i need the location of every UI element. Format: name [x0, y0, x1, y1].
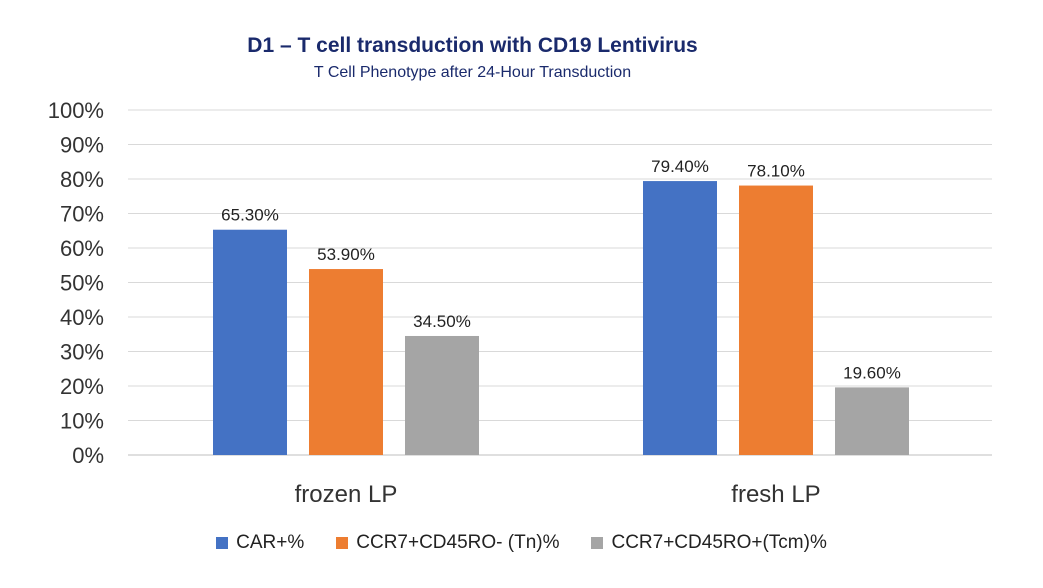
data-label: 19.60% [843, 363, 901, 382]
bar [835, 387, 909, 455]
y-tick-label: 0% [72, 443, 104, 468]
legend-item-car: CAR+% [216, 532, 304, 554]
y-axis: 0% 10% 20% 30% 40% 50% 60% 70% 80% 90% 100% [48, 98, 104, 468]
legend-swatch-car [216, 537, 229, 549]
y-tick-label: 60% [60, 236, 104, 261]
legend: CAR+% CCR7+CD45RO- (Tn)% CCR7+CD45RO+(Tc… [0, 532, 1043, 554]
data-labels: 65.30% 53.90% 34.50% 79.40% 78.10% 19.60% [221, 157, 901, 382]
x-tick-label: frozen LP [295, 481, 398, 508]
legend-label-car: CAR+% [236, 532, 305, 553]
y-tick-label: 40% [60, 305, 104, 330]
data-label: 79.40% [651, 157, 709, 176]
y-tick-label: 90% [60, 133, 104, 158]
y-tick-label: 100% [48, 98, 104, 123]
data-label: 34.50% [413, 312, 471, 331]
legend-label-tn: CCR7+CD45RO- (Tn)% [356, 532, 560, 553]
y-tick-label: 70% [60, 202, 104, 227]
x-tick-label: fresh LP [731, 481, 820, 508]
legend-swatch-tn [336, 537, 349, 549]
data-label: 53.90% [317, 245, 375, 264]
legend-swatch-tcm [591, 537, 604, 549]
legend-item-tn: CCR7+CD45RO- (Tn)% [336, 532, 559, 554]
data-label: 78.10% [747, 162, 805, 181]
bar [643, 181, 717, 455]
x-axis: frozen LP fresh LP [295, 481, 821, 508]
bars [213, 181, 909, 455]
legend-label-tcm: CCR7+CD45RO+(Tcm)% [611, 532, 827, 553]
y-tick-label: 50% [60, 271, 104, 296]
y-tick-label: 20% [60, 374, 104, 399]
y-tick-label: 10% [60, 409, 104, 434]
chart-subtitle: T Cell Phenotype after 24-Hour Transduct… [313, 64, 632, 81]
bar [213, 229, 287, 455]
chart-title: D1 – T cell transduction with CD19 Lenti… [247, 34, 698, 57]
bar [309, 269, 383, 455]
y-tick-label: 30% [60, 340, 104, 365]
y-tick-label: 80% [60, 167, 104, 192]
data-label: 65.30% [221, 206, 279, 225]
legend-item-tcm: CCR7+CD45RO+(Tcm)% [591, 532, 827, 554]
bar [405, 335, 479, 455]
bar [739, 185, 813, 455]
